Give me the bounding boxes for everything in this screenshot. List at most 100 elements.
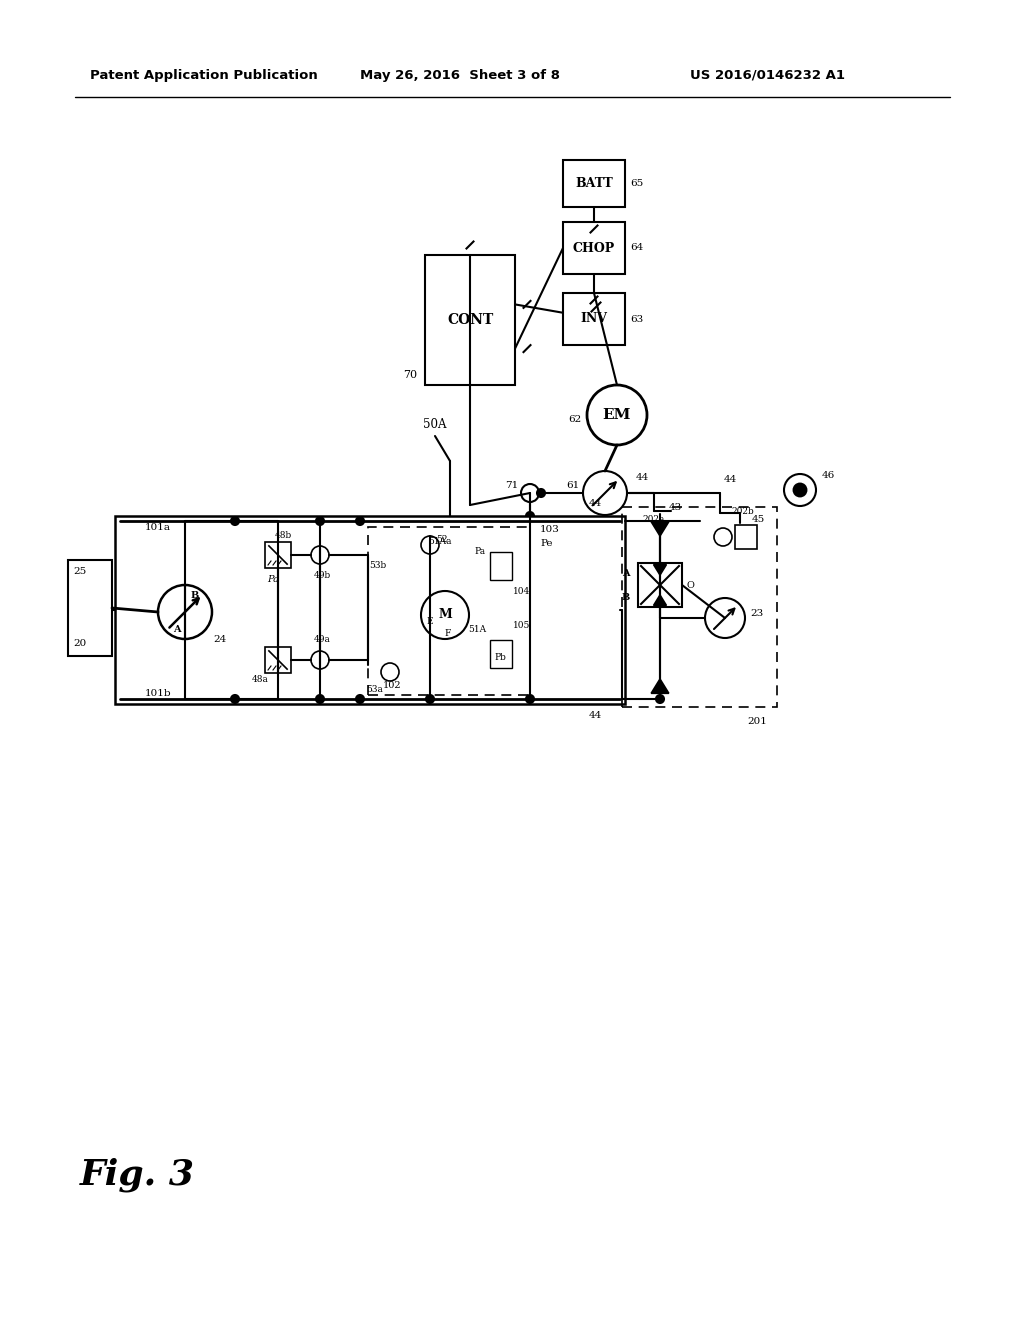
Bar bbox=[563, 222, 625, 275]
Text: Pa: Pa bbox=[474, 548, 485, 557]
Polygon shape bbox=[653, 595, 667, 606]
Bar bbox=[425, 255, 515, 385]
Bar bbox=[563, 293, 625, 345]
Text: Patent Application Publication: Patent Application Publication bbox=[90, 69, 317, 82]
Text: 53a: 53a bbox=[367, 685, 383, 694]
Bar bbox=[265, 647, 291, 673]
Text: Pa: Pa bbox=[267, 576, 279, 585]
Text: 101a: 101a bbox=[145, 524, 171, 532]
Circle shape bbox=[231, 517, 239, 525]
Text: 44: 44 bbox=[723, 475, 736, 484]
Text: 70: 70 bbox=[402, 370, 417, 380]
Bar bbox=[490, 640, 512, 668]
Text: 64: 64 bbox=[631, 243, 644, 252]
Text: 105: 105 bbox=[513, 622, 530, 631]
Text: Pb: Pb bbox=[494, 652, 506, 661]
Text: 51A: 51A bbox=[468, 626, 486, 635]
Circle shape bbox=[158, 585, 212, 639]
Text: 44: 44 bbox=[589, 499, 602, 508]
Polygon shape bbox=[651, 521, 669, 536]
Text: INV: INV bbox=[581, 313, 607, 326]
Circle shape bbox=[714, 528, 732, 546]
Text: 48b: 48b bbox=[274, 531, 292, 540]
Text: 25: 25 bbox=[73, 568, 86, 577]
Circle shape bbox=[311, 651, 329, 669]
Circle shape bbox=[656, 696, 664, 704]
Text: 24: 24 bbox=[213, 635, 226, 644]
Circle shape bbox=[587, 385, 647, 445]
Text: 201: 201 bbox=[748, 718, 767, 726]
Circle shape bbox=[794, 483, 807, 496]
Text: F: F bbox=[444, 628, 452, 638]
Text: EM: EM bbox=[603, 408, 631, 422]
Text: 62: 62 bbox=[568, 416, 582, 425]
Text: May 26, 2016  Sheet 3 of 8: May 26, 2016 Sheet 3 of 8 bbox=[360, 69, 560, 82]
Circle shape bbox=[316, 696, 324, 704]
Circle shape bbox=[426, 696, 434, 704]
Text: 102: 102 bbox=[383, 681, 401, 689]
Bar bbox=[265, 543, 291, 568]
Circle shape bbox=[526, 696, 534, 704]
Text: 65: 65 bbox=[631, 180, 644, 187]
Text: O: O bbox=[686, 581, 694, 590]
Circle shape bbox=[521, 484, 539, 502]
Text: A: A bbox=[173, 626, 181, 634]
Text: 202b: 202b bbox=[731, 507, 755, 516]
Text: 52: 52 bbox=[436, 536, 447, 544]
Text: 50A: 50A bbox=[423, 417, 446, 430]
Bar bbox=[563, 160, 625, 207]
Text: 45: 45 bbox=[752, 515, 765, 524]
Circle shape bbox=[583, 471, 627, 515]
Text: 20: 20 bbox=[73, 639, 86, 648]
Circle shape bbox=[316, 517, 324, 525]
Text: 49b: 49b bbox=[313, 570, 331, 579]
Circle shape bbox=[526, 512, 534, 520]
Circle shape bbox=[311, 546, 329, 564]
Text: 61: 61 bbox=[566, 480, 580, 490]
Bar bbox=[368, 527, 530, 696]
Text: E: E bbox=[427, 616, 433, 626]
Text: 23: 23 bbox=[751, 609, 764, 618]
Circle shape bbox=[356, 696, 364, 704]
Text: 71: 71 bbox=[506, 480, 518, 490]
Text: 104: 104 bbox=[513, 586, 530, 595]
Text: BATT: BATT bbox=[575, 177, 613, 190]
Bar bbox=[638, 564, 682, 607]
Polygon shape bbox=[651, 678, 669, 693]
Text: 51Aa: 51Aa bbox=[428, 537, 452, 546]
Text: 44: 44 bbox=[589, 711, 602, 721]
Bar bbox=[68, 560, 112, 656]
Text: Fig. 3: Fig. 3 bbox=[80, 1158, 195, 1192]
Text: 43: 43 bbox=[669, 503, 682, 511]
Circle shape bbox=[537, 488, 545, 498]
Text: 53b: 53b bbox=[370, 561, 387, 569]
Bar bbox=[115, 516, 625, 704]
Text: 49a: 49a bbox=[313, 635, 331, 644]
Polygon shape bbox=[653, 565, 667, 576]
Text: CHOP: CHOP bbox=[572, 242, 615, 255]
Text: A: A bbox=[623, 569, 630, 578]
Text: 101b: 101b bbox=[145, 689, 172, 698]
Circle shape bbox=[356, 517, 364, 525]
Text: 48a: 48a bbox=[252, 676, 268, 685]
Text: B: B bbox=[190, 591, 199, 601]
Text: 44: 44 bbox=[635, 474, 648, 483]
Circle shape bbox=[421, 536, 439, 554]
Bar bbox=[622, 507, 777, 708]
Circle shape bbox=[784, 474, 816, 506]
Text: M: M bbox=[438, 609, 452, 622]
Text: 202a: 202a bbox=[642, 515, 665, 524]
Text: CONT: CONT bbox=[446, 313, 494, 327]
Text: B: B bbox=[622, 593, 630, 602]
Text: 63: 63 bbox=[631, 314, 644, 323]
Text: Pe: Pe bbox=[540, 539, 553, 548]
Circle shape bbox=[231, 696, 239, 704]
Text: 46: 46 bbox=[821, 470, 835, 479]
Bar bbox=[490, 552, 512, 579]
Circle shape bbox=[421, 591, 469, 639]
Circle shape bbox=[705, 598, 745, 638]
Text: 103: 103 bbox=[540, 525, 560, 535]
Circle shape bbox=[381, 663, 399, 681]
Bar bbox=[735, 525, 757, 549]
Text: US 2016/0146232 A1: US 2016/0146232 A1 bbox=[690, 69, 845, 82]
